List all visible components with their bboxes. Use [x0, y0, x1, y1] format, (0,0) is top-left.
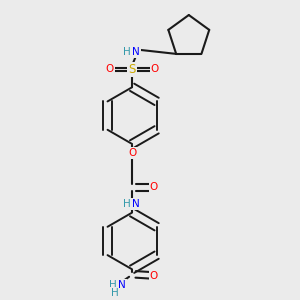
Text: H: H [123, 47, 131, 57]
Text: O: O [149, 271, 158, 281]
Text: O: O [149, 182, 158, 192]
Text: O: O [128, 148, 136, 158]
Text: O: O [150, 64, 159, 74]
Text: S: S [128, 63, 136, 76]
Text: N: N [118, 280, 126, 290]
Text: O: O [106, 64, 114, 74]
Text: N: N [132, 47, 140, 57]
Text: H: H [109, 280, 117, 290]
Text: H: H [123, 199, 130, 209]
Text: H: H [111, 288, 119, 298]
Text: N: N [132, 199, 140, 209]
